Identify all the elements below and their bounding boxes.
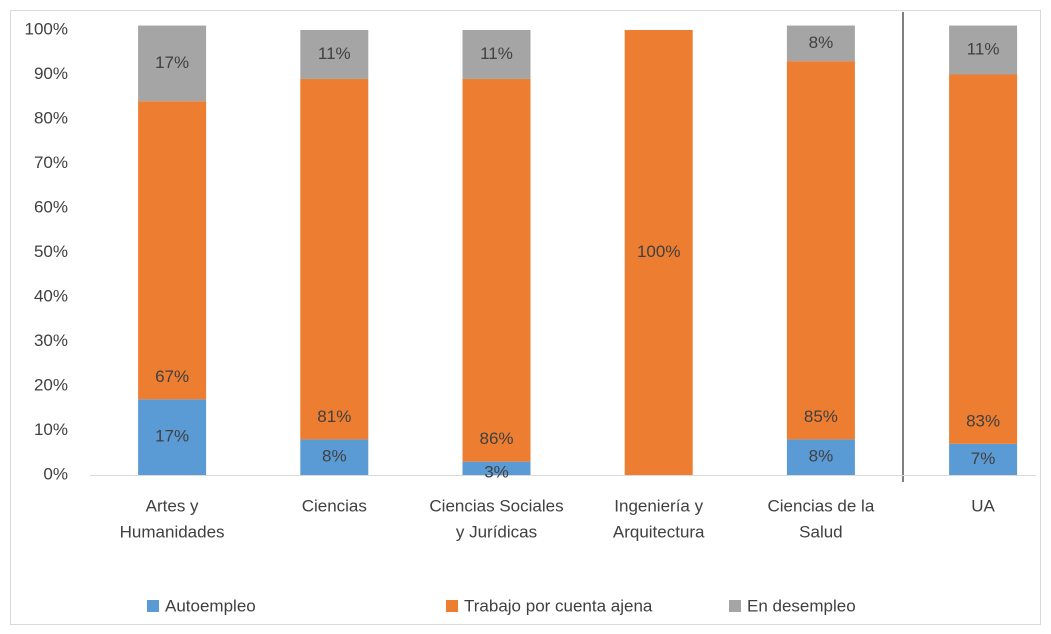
bar-segment	[786, 61, 855, 440]
bar-segment	[300, 439, 369, 475]
x-tick-label: Salud	[799, 522, 842, 541]
data-label: 67%	[155, 367, 189, 386]
data-label: 85%	[804, 407, 838, 426]
legend-swatch	[446, 600, 458, 612]
y-tick-label: 40%	[34, 286, 68, 305]
data-label: 11%	[967, 40, 1000, 59]
data-label: 11%	[318, 44, 351, 63]
data-label: 8%	[322, 447, 347, 466]
data-label: 3%	[484, 462, 509, 481]
x-tick-label: Artes y	[146, 496, 199, 515]
data-label: 81%	[317, 407, 351, 426]
y-tick-label: 100%	[25, 19, 68, 38]
x-tick-label: Ingeniería y	[614, 496, 703, 515]
bar-segment	[300, 78, 369, 440]
bar-segment	[949, 74, 1018, 444]
data-label: 86%	[479, 429, 513, 448]
legend-label: Autoempleo	[165, 596, 256, 615]
x-tick-label: Humanidades	[120, 522, 225, 541]
data-label: 7%	[971, 449, 996, 468]
bar-segment	[624, 30, 693, 475]
y-tick-label: 10%	[34, 420, 68, 439]
bar-segment	[462, 78, 531, 462]
y-tick-label: 70%	[34, 153, 68, 172]
data-label: 8%	[809, 33, 834, 52]
y-tick-label: 0%	[43, 464, 68, 483]
legend-swatch	[729, 600, 741, 612]
x-tick-label: Ciencias	[302, 496, 367, 515]
y-tick-label: 30%	[34, 331, 68, 350]
bar-segment	[786, 439, 855, 475]
x-tick-label: Arquitectura	[613, 522, 705, 541]
data-label: 17%	[155, 53, 189, 72]
bar-segment	[949, 25, 1018, 75]
bar-segment	[138, 101, 207, 400]
y-tick-label: 80%	[34, 108, 68, 127]
bar-segment	[138, 399, 207, 475]
data-label: 11%	[480, 44, 513, 63]
data-label: 8%	[809, 447, 834, 466]
bar-segment	[462, 30, 531, 79]
bar-segment	[462, 461, 531, 475]
bar-segment	[949, 443, 1018, 475]
bar-segment	[786, 25, 855, 62]
y-tick-label: 50%	[34, 242, 68, 261]
legend-label: Trabajo por cuenta ajena	[464, 596, 653, 615]
data-label: 83%	[966, 411, 1000, 430]
data-label: 100%	[637, 242, 680, 261]
y-tick-label: 60%	[34, 197, 68, 216]
data-label: 17%	[155, 427, 189, 446]
y-tick-label: 90%	[34, 64, 68, 83]
bar-segment	[300, 30, 369, 79]
x-tick-label: Ciencias de la	[768, 496, 875, 515]
x-tick-label: y Jurídicas	[456, 522, 537, 541]
y-tick-label: 20%	[34, 375, 68, 394]
legend-swatch	[147, 600, 159, 612]
x-tick-label: UA	[971, 496, 995, 515]
legend-label: En desempleo	[747, 596, 856, 615]
bar-segment	[138, 25, 207, 102]
x-tick-label: Ciencias Sociales	[429, 496, 563, 515]
